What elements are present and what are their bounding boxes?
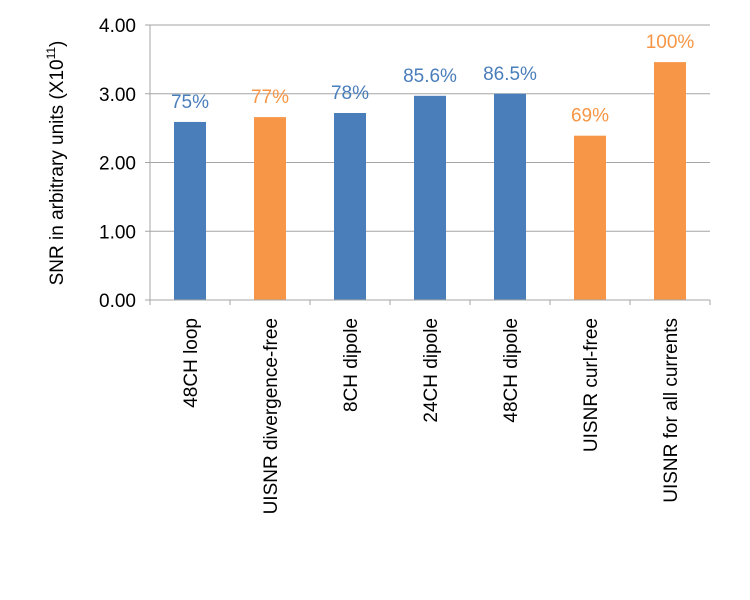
data-label: 100%	[646, 32, 695, 53]
category-label: UISNR curl-free	[581, 318, 602, 452]
data-labels: 75% 77% 78% 85.6% 86.5% 69% 100%	[171, 32, 694, 127]
data-label: 69%	[571, 106, 609, 127]
y-tick-label: 4.00	[99, 16, 136, 37]
y-tick-labels: 0.00 1.00 2.00 3.00 4.00	[99, 16, 136, 312]
category-label: UISNR divergence-free	[261, 318, 282, 514]
bar	[494, 93, 526, 300]
y-tick-label: 0.00	[99, 291, 136, 312]
y-tick-label: 2.00	[99, 154, 136, 175]
axes	[145, 24, 711, 305]
category-label: UISNR for all currents	[661, 318, 682, 503]
bar	[574, 135, 606, 300]
y-axis-title-end: )	[47, 41, 68, 47]
data-label: 75%	[171, 92, 209, 113]
category-label: 8CH dipole	[341, 318, 362, 412]
y-axis-title-superscript: 11	[44, 47, 58, 60]
category-label: 48CH dipole	[501, 318, 522, 423]
y-axis-title: SNR in arbitrary units (X1011)	[44, 41, 68, 286]
category-label: 48CH loop	[181, 318, 202, 408]
data-label: 78%	[331, 83, 369, 104]
bar	[174, 121, 206, 300]
bar	[414, 95, 446, 300]
data-label: 86.5%	[483, 64, 537, 85]
data-label: 85.6%	[403, 66, 457, 87]
bar	[254, 117, 286, 300]
y-tick-label: 1.00	[99, 222, 136, 243]
y-axis-title-main: SNR in arbitrary units (X10	[47, 59, 68, 285]
category-label: 24CH dipole	[421, 318, 442, 423]
data-label: 77%	[251, 87, 289, 108]
category-labels: 48CH loop UISNR divergence-free 8CH dipole…	[181, 318, 682, 514]
bar	[654, 62, 686, 300]
bars	[174, 62, 686, 300]
bar	[334, 113, 366, 300]
y-tick-label: 3.00	[99, 85, 136, 106]
